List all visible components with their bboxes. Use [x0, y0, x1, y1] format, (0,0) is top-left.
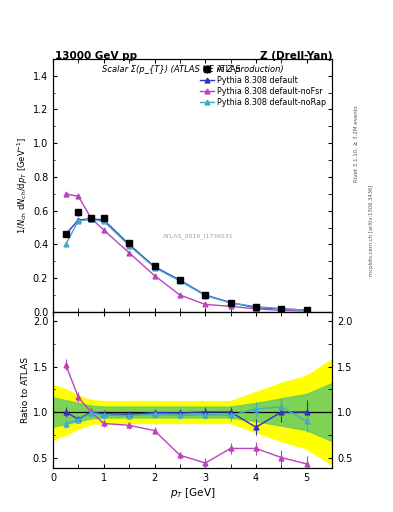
Pythia 8.308 default [152, 264, 157, 270]
Pythia 8.308 default-noFsr [76, 193, 81, 199]
Pythia 8.308 default-noFsr [89, 215, 94, 221]
Text: mcplots.cern.ch [arXiv:1306.3436]: mcplots.cern.ch [arXiv:1306.3436] [369, 185, 375, 276]
Pythia 8.308 default [63, 231, 68, 238]
Pythia 8.308 default-noFsr [279, 307, 284, 313]
Y-axis label: $1/N_\mathrm{ch}\ \mathrm{d}N_\mathrm{ch}/\mathrm{d}p_T\ [\mathrm{GeV}^{-1}]$: $1/N_\mathrm{ch}\ \mathrm{d}N_\mathrm{ch… [16, 137, 30, 234]
Pythia 8.308 default [228, 300, 233, 306]
Pythia 8.308 default-noRap [279, 306, 284, 312]
Text: ATLAS_2019_I1736531: ATLAS_2019_I1736531 [163, 233, 233, 239]
Pythia 8.308 default-noRap [253, 304, 258, 310]
Y-axis label: Ratio to ATLAS: Ratio to ATLAS [21, 357, 30, 423]
Pythia 8.308 default-noRap [228, 300, 233, 306]
Pythia 8.308 default-noFsr [127, 250, 132, 256]
Pythia 8.308 default-noRap [178, 278, 182, 284]
Pythia 8.308 default-noRap [76, 218, 81, 224]
Text: Scalar Σ(p_{T}) (ATLAS UE in Z production): Scalar Σ(p_{T}) (ATLAS UE in Z productio… [102, 65, 283, 74]
Pythia 8.308 default [127, 241, 132, 247]
Pythia 8.308 default-noFsr [203, 302, 208, 308]
Pythia 8.308 default-noFsr [253, 306, 258, 312]
Pythia 8.308 default [178, 277, 182, 283]
Pythia 8.308 default [203, 292, 208, 298]
Pythia 8.308 default-noRap [304, 307, 309, 313]
Pythia 8.308 default [279, 306, 284, 312]
Pythia 8.308 default-noRap [101, 218, 106, 224]
Pythia 8.308 default [89, 216, 94, 222]
Pythia 8.308 default-noFsr [63, 191, 68, 197]
Pythia 8.308 default-noFsr [152, 272, 157, 279]
Pythia 8.308 default-noFsr [304, 308, 309, 314]
Pythia 8.308 default-noFsr [101, 227, 106, 233]
Pythia 8.308 default-noRap [127, 243, 132, 249]
Pythia 8.308 default-noRap [63, 241, 68, 247]
Pythia 8.308 default [101, 217, 106, 223]
Pythia 8.308 default-noFsr [228, 303, 233, 309]
Text: Rivet 3.1.10, ≥ 3.2M events: Rivet 3.1.10, ≥ 3.2M events [354, 105, 359, 182]
Pythia 8.308 default-noRap [203, 292, 208, 298]
X-axis label: $p_T\ [\mathrm{GeV}]$: $p_T\ [\mathrm{GeV}]$ [170, 486, 215, 500]
Pythia 8.308 default-noRap [152, 264, 157, 270]
Line: Pythia 8.308 default: Pythia 8.308 default [63, 217, 309, 313]
Text: Z (Drell-Yan): Z (Drell-Yan) [260, 51, 332, 61]
Line: Pythia 8.308 default-noFsr: Pythia 8.308 default-noFsr [63, 191, 309, 313]
Legend: ATLAS, Pythia 8.308 default, Pythia 8.308 default-noFsr, Pythia 8.308 default-no: ATLAS, Pythia 8.308 default, Pythia 8.30… [198, 63, 328, 108]
Pythia 8.308 default [304, 307, 309, 313]
Pythia 8.308 default [253, 305, 258, 311]
Text: 13000 GeV pp: 13000 GeV pp [55, 51, 137, 61]
Line: Pythia 8.308 default-noRap: Pythia 8.308 default-noRap [63, 217, 309, 313]
Pythia 8.308 default-noRap [89, 217, 94, 223]
Pythia 8.308 default-noFsr [178, 292, 182, 298]
Pythia 8.308 default [76, 217, 81, 223]
